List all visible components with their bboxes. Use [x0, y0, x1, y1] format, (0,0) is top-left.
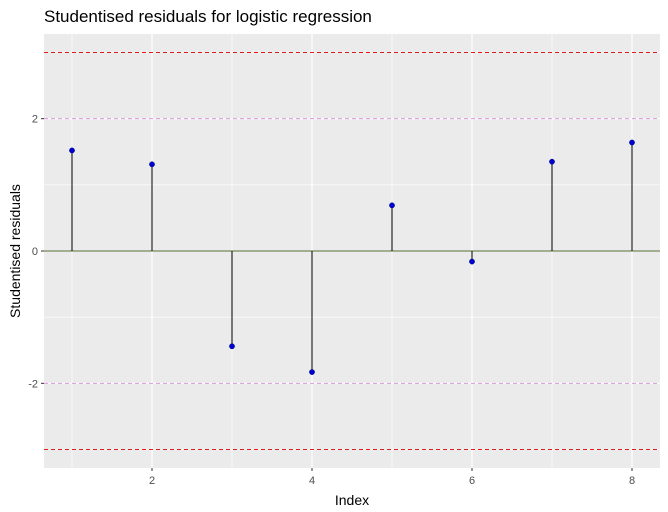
- y-tick-label: -2: [28, 378, 38, 390]
- residual-point: [389, 202, 395, 209]
- x-axis-ticks: 2 4 6 8: [149, 468, 635, 487]
- residual-points: [69, 139, 635, 375]
- x-tick-label: 2: [149, 475, 155, 487]
- residual-point: [469, 258, 475, 265]
- residual-point: [229, 343, 235, 350]
- x-tick-label: 4: [309, 475, 315, 487]
- reference-lines: [44, 52, 660, 450]
- residual-point: [629, 139, 635, 146]
- x-tick-label: 6: [469, 475, 475, 487]
- residual-stems: [71, 142, 633, 373]
- y-tick-label: 2: [32, 114, 38, 126]
- residual-point: [549, 158, 555, 165]
- x-tick-label: 8: [629, 475, 635, 487]
- chart-title: Studentised residuals for logistic regre…: [44, 7, 372, 26]
- x-axis-title: Index: [335, 492, 369, 508]
- y-tick-label: 0: [32, 246, 38, 258]
- residual-point: [69, 147, 75, 154]
- y-axis-title: Studentised residuals: [7, 184, 23, 318]
- residual-point: [309, 369, 315, 375]
- y-axis-ticks: -2 0 2: [28, 114, 44, 390]
- residual-point: [149, 161, 155, 168]
